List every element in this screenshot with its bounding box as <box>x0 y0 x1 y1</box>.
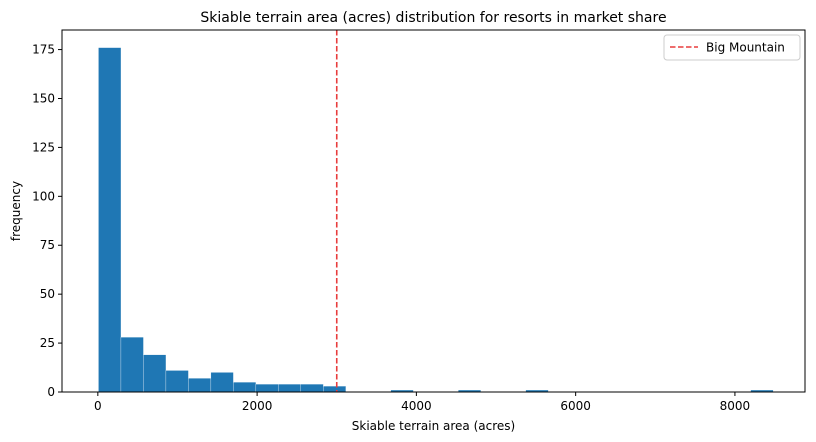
histogram-bar <box>255 384 279 393</box>
chart-title: Skiable terrain area (acres) distributio… <box>200 10 666 26</box>
histogram-bar <box>120 337 144 393</box>
y-tick-label: 25 <box>40 336 55 350</box>
legend: Big Mountain <box>663 34 801 61</box>
x-axis: 0 2000 4000 6000 8000 <box>94 392 750 413</box>
y-tick-label: 100 <box>32 189 55 203</box>
y-axis: 0 25 50 75 100 125 150 175 <box>32 43 62 399</box>
histogram-bar <box>323 386 346 393</box>
histogram-bar <box>188 378 212 393</box>
plot-background <box>62 30 805 392</box>
y-tick-label: 50 <box>40 287 55 301</box>
bars <box>98 47 774 393</box>
plot-area <box>61 29 806 393</box>
legend-entry-big-mountain: Big Mountain <box>706 41 785 55</box>
legend-box <box>663 34 801 61</box>
y-tick-label: 0 <box>47 385 55 399</box>
x-tick-label: 0 <box>94 399 102 413</box>
histogram-bar <box>278 384 301 393</box>
histogram-bar <box>165 370 189 393</box>
x-tick-label: 2000 <box>242 399 273 413</box>
x-axis-label: Skiable terrain area (acres) <box>352 419 515 433</box>
histogram-bar <box>210 372 234 393</box>
y-tick-label: 175 <box>32 43 55 57</box>
x-tick-label: 8000 <box>720 399 751 413</box>
histogram-bar <box>300 384 324 393</box>
y-tick-label: 75 <box>40 238 55 252</box>
histogram-bar <box>143 354 167 393</box>
x-tick-label: 4000 <box>401 399 432 413</box>
histogram-bar <box>98 47 122 393</box>
y-axis-label: frequency <box>9 181 23 241</box>
x-tick-label: 6000 <box>560 399 591 413</box>
histogram-bar <box>233 382 257 393</box>
plot-frame <box>61 29 806 393</box>
y-tick-label: 125 <box>32 140 55 154</box>
y-tick-label: 150 <box>32 91 55 105</box>
